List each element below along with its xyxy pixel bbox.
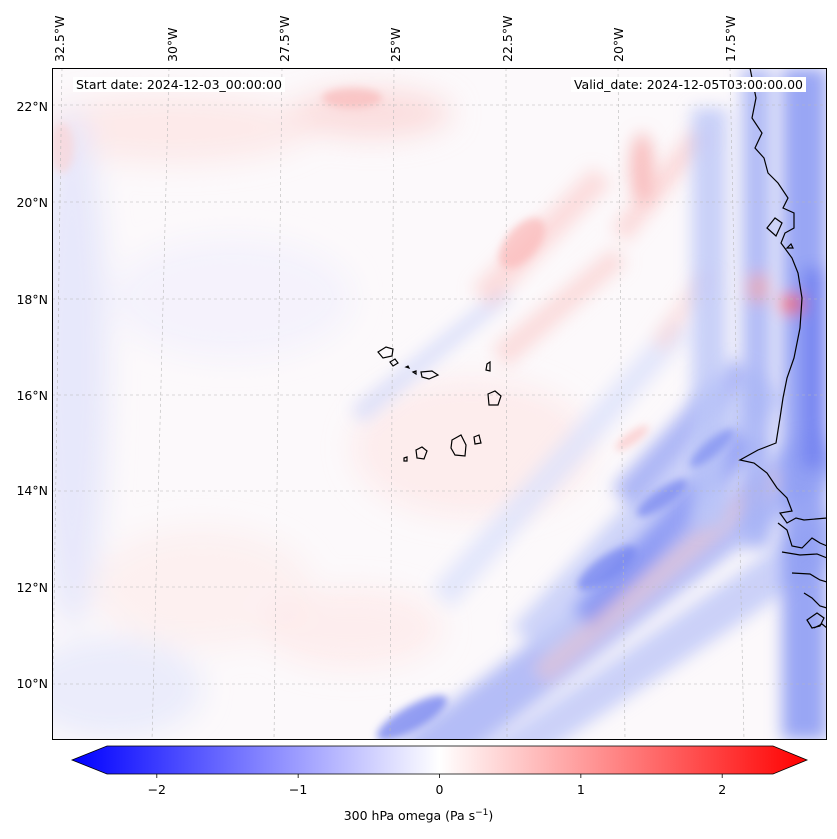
lon-label: 27.5°W	[277, 15, 292, 62]
lat-label: 18°N	[16, 292, 48, 307]
lat-label: 14°N	[16, 483, 48, 498]
colorbar	[70, 745, 809, 778]
lat-label: 10°N	[16, 676, 48, 691]
colorbar-title: 300 hPa omega (Pa s−1)	[0, 808, 837, 823]
lat-label: 12°N	[16, 580, 48, 595]
colorbar-tick-label: 1	[576, 782, 585, 797]
lon-label: 20°W	[611, 27, 626, 62]
colorbar-title-end: )	[488, 808, 494, 824]
colorbar-tick-label: −2	[147, 782, 167, 797]
colorbar-tick-label: 0	[435, 782, 444, 797]
lon-label: 17.5°W	[723, 15, 738, 62]
lon-label: 32.5°W	[52, 15, 67, 62]
colorbar-ticks	[156, 774, 723, 778]
colorbar-title-superscript: −1	[475, 808, 489, 818]
lat-label: 22°N	[16, 99, 48, 114]
colorbar-gradient	[70, 745, 809, 775]
cape-verde-islands	[377, 346, 502, 462]
lat-label: 16°N	[16, 388, 48, 403]
speckle-features	[52, 88, 735, 740]
colorbar-tick-label: 2	[718, 782, 727, 797]
valid-date-label: Valid_date: 2024-12-05T03:00:00.00	[570, 77, 806, 92]
omega-field-map	[52, 68, 827, 740]
colorbar-title-text: 300 hPa omega (Pa s	[343, 808, 476, 824]
lon-label: 25°W	[388, 27, 403, 62]
lon-label: 22.5°W	[500, 15, 515, 62]
african-coastline	[738, 68, 827, 629]
lat-label: 20°N	[16, 195, 48, 210]
map-frame	[52, 68, 827, 740]
lon-label: 30°W	[165, 27, 180, 62]
colorbar-tick-label: −1	[288, 782, 308, 797]
map-gridlines	[52, 68, 827, 740]
start-date-label: Start date: 2024-12-03_00:00:00	[73, 77, 285, 92]
omega-map-panel: Start date: 2024-12-03_00:00:00 Valid_da…	[52, 68, 827, 740]
